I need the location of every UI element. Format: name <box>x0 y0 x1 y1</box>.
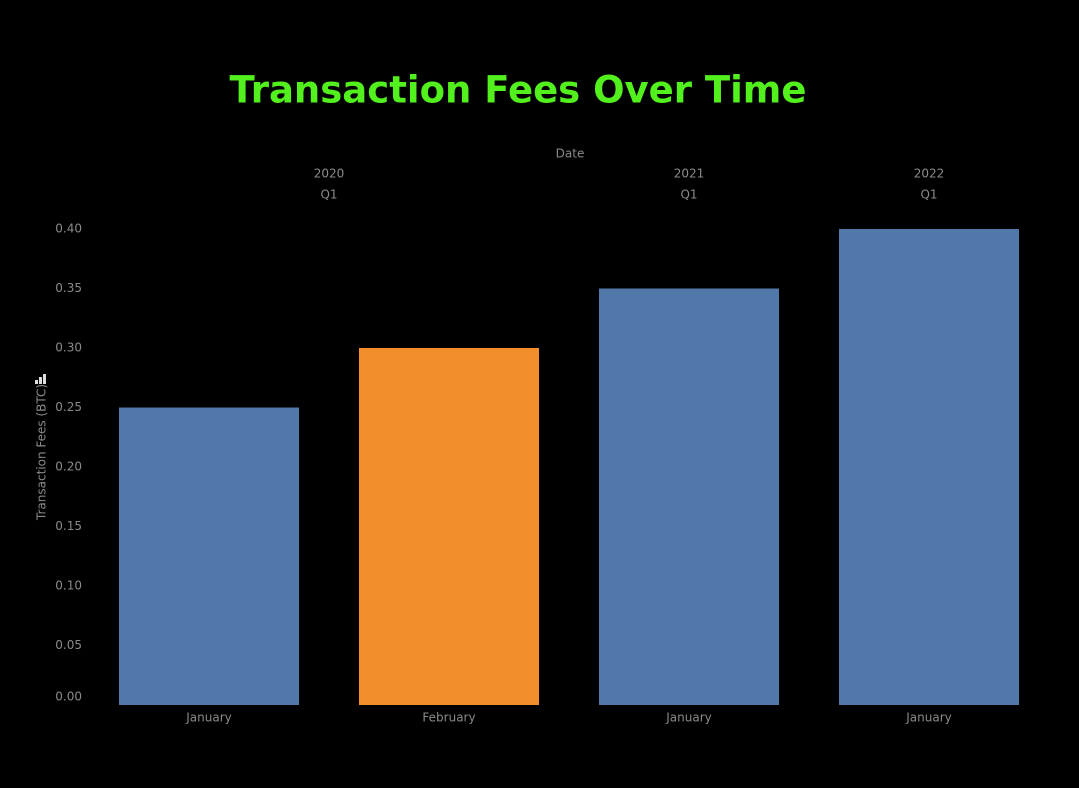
y-tick-label: 0.20 <box>55 460 82 474</box>
y-tick-label: 0.25 <box>55 400 82 414</box>
chart-title: Transaction Fees Over Time <box>230 69 807 112</box>
year-header: 2021 <box>674 167 705 181</box>
y-tick-label: 0.10 <box>55 579 82 593</box>
bar <box>119 407 299 705</box>
x-tick-label: January <box>185 711 232 725</box>
x-tick-label: February <box>422 711 475 725</box>
bar <box>599 288 779 705</box>
y-axis-title: Transaction Fees (BTC) <box>35 384 49 521</box>
quarter-header: Q1 <box>920 188 937 202</box>
y-tick-label: 0.40 <box>55 222 82 236</box>
y-tick-label: 0.15 <box>55 519 82 533</box>
bar <box>359 348 539 705</box>
y-tick-label: 0.00 <box>55 690 82 704</box>
x-tick-label: January <box>905 711 952 725</box>
x-tick-label: January <box>665 711 712 725</box>
x-axis-title: Date <box>556 147 585 161</box>
quarter-header: Q1 <box>680 188 697 202</box>
year-header: 2022 <box>914 167 945 181</box>
y-tick-label: 0.35 <box>55 281 82 295</box>
quarter-header: Q1 <box>320 188 337 202</box>
y-tick-label: 0.05 <box>55 638 82 652</box>
sort-icon[interactable] <box>35 374 46 384</box>
y-tick-label: 0.30 <box>55 341 82 355</box>
bar <box>839 229 1019 705</box>
year-header: 2020 <box>314 167 345 181</box>
